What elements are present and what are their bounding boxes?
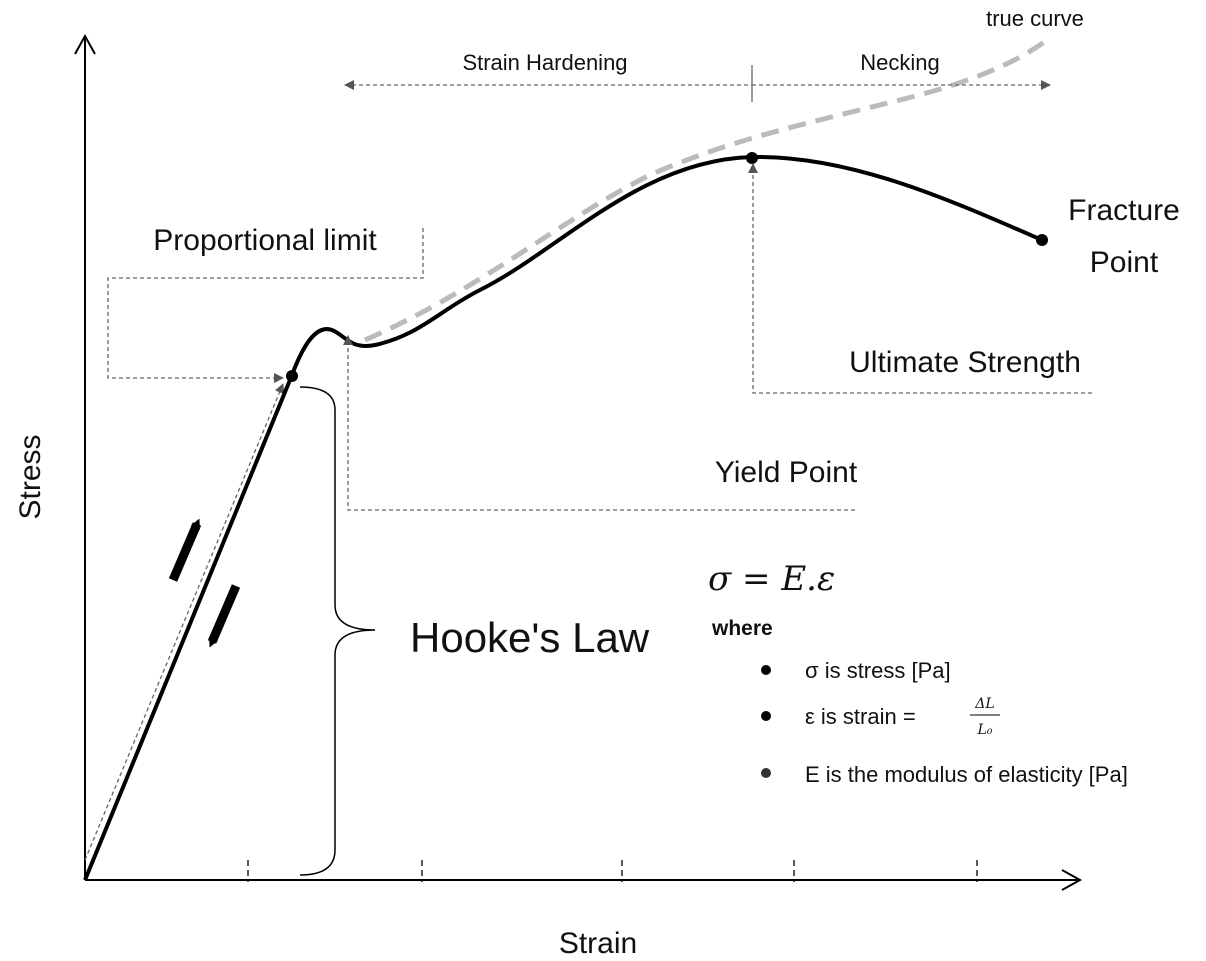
unloading-arrow [207,584,241,648]
y-axis-label: Stress [14,434,47,519]
bullet [761,665,771,675]
proportional-limit-point [286,370,298,382]
hookes-law-brace [299,386,376,876]
formula-item: ε is strain = [805,704,916,729]
ultimate-strength-leader [748,163,1092,394]
fraction-numerator: ΔL [974,696,994,712]
axis-ticks [247,860,978,882]
fraction-denominator: L₀ [977,722,993,738]
true-curve [364,35,1052,343]
yield-point-label: Yield Point [715,456,858,489]
loading-arrow [168,518,202,582]
formula-item: E is the modulus of elasticity [Pa] [805,762,1128,787]
bullet [761,711,771,721]
yield-point-leader [343,335,855,511]
necking-label: Necking [860,50,939,75]
ultimate-point [746,152,758,164]
stress-strain-curve [83,154,1043,881]
fracture-point-label: Point [1090,246,1159,279]
fracture-point-label: Fracture [1068,194,1180,227]
bullet [761,768,771,778]
strain-hardening-label: Strain Hardening [462,50,627,75]
formula-item: σ is stress [Pa] [805,658,951,683]
proportional-limit-label: Proportional limit [153,224,377,257]
true-curve-label: true curve [986,6,1084,31]
proportional-limit-leader [107,228,424,383]
formula-where: where [711,617,773,640]
elastic-line [84,383,285,861]
fracture-point [1036,234,1048,246]
hookes-law-label: Hooke's Law [410,614,650,661]
ultimate-strength-label: Ultimate Strength [849,346,1081,379]
x-axis-label: Strain [559,927,637,960]
formula: σ = E.ε [708,559,835,599]
